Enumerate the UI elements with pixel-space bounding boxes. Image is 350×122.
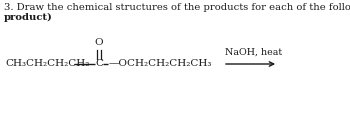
Text: —OCH₂CH₂CH₂CH₃: —OCH₂CH₂CH₂CH₃ <box>109 60 212 68</box>
Text: C: C <box>95 60 103 68</box>
Text: CH₃CH₂CH₂CH₂: CH₃CH₂CH₂CH₂ <box>5 60 89 68</box>
Text: NaOH, heat: NaOH, heat <box>225 48 282 57</box>
Text: 3. Draw the chemical structures of the products for each of the following chemic: 3. Draw the chemical structures of the p… <box>4 3 350 12</box>
Text: product): product) <box>4 13 53 22</box>
Text: O: O <box>95 38 103 47</box>
